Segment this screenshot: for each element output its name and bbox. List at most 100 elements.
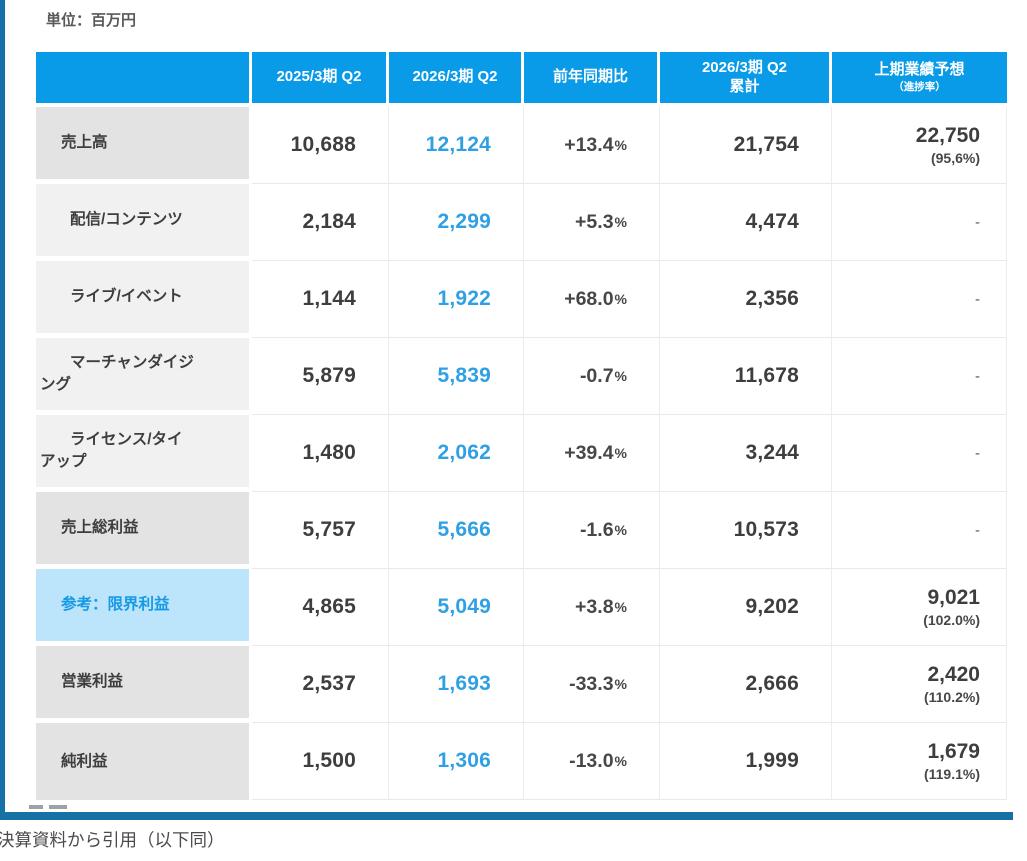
yoy-value: +39.4 [564,441,614,464]
value-prev-q2: 1,480 [252,415,389,492]
value-yoy: -13.0% [524,723,660,800]
percent-sign: % [614,368,627,384]
value-yoy: +68.0% [524,261,660,338]
yoy-value: -13.0 [569,749,614,772]
value-prev-q2: 2,537 [252,646,389,723]
value-prev-q2: 4,865 [252,569,389,646]
empty-dash: - [975,367,980,385]
percent-sign: % [614,214,627,230]
value-forecast: - [832,492,1007,569]
value-forecast: 1,679 (119.1%) [832,723,1007,800]
value-yoy: -1.6% [524,492,660,569]
yoy-value: +3.8 [575,595,614,618]
value-cumulative: 9,202 [660,569,832,646]
percent-sign: % [614,137,627,153]
row-label: 参考：限界利益 [36,569,252,646]
forecast-value: 2,420 [927,663,980,687]
value-cumulative: 4,474 [660,184,832,261]
forecast-progress-rate: (119.1%) [923,765,980,782]
value-forecast: 2,420 (110.2%) [832,646,1007,723]
percent-sign: % [614,599,627,615]
yoy-value: +68.0 [564,287,614,310]
value-curr-q2: 5,666 [389,492,524,569]
value-yoy: +5.3% [524,184,660,261]
row-label: マーチャンダイジ ング [36,338,252,415]
row-label-text: マーチャンダイジ ング [40,354,194,393]
row-label-text: 純利益 [61,752,108,770]
column-header-sublabel: （進捗率） [893,80,946,93]
forecast-progress-rate: (110.2%) [923,688,980,705]
row-label: ライセンス/タイ アップ [36,415,252,492]
value-yoy: +13.4% [524,107,660,184]
percent-sign: % [614,753,627,769]
value-curr-q2: 5,839 [389,338,524,415]
unit-label: 単位：百万円 [46,12,137,29]
row-label-text: 売上高 [61,134,108,152]
row-label-text: ライブ/イベント [70,288,183,306]
value-curr-q2: 1,922 [389,261,524,338]
value-forecast: - [832,261,1007,338]
row-label-text: 配信/コンテンツ [70,211,183,229]
value-prev-q2: 10,688 [252,107,389,184]
value-yoy: +3.8% [524,569,660,646]
forecast-progress-rate: (95,6%) [930,149,980,166]
value-yoy: +39.4% [524,415,660,492]
yoy-value: -0.7 [579,364,614,387]
row-label-text: 参考：限界利益 [61,596,170,614]
value-prev-q2: 1,144 [252,261,389,338]
value-curr-q2: 2,299 [389,184,524,261]
column-header: 2026/3期 Q2 累計 [660,52,832,107]
column-header-label: 2025/3期 Q2 [276,68,362,86]
yoy-value: -1.6 [579,518,614,541]
value-forecast: - [832,415,1007,492]
value-forecast: 22,750 (95,6%) [832,107,1007,184]
value-cumulative: 11,678 [660,338,832,415]
value-yoy: -33.3% [524,646,660,723]
results-table: 2025/3期 Q2 2026/3期 Q2 前年同期比 2026/3期 Q2 累計 上期… [36,52,1007,800]
column-header: 上期業績予想 （進捗率） [832,52,1007,107]
value-cumulative: 2,666 [660,646,832,723]
percent-sign: % [614,291,627,307]
row-label-text: 売上総利益 [61,519,139,537]
row-label-text: ライセンス/タイ アップ [40,431,183,470]
forecast-progress-rate: (102.0%) [923,611,980,628]
value-curr-q2: 1,306 [389,723,524,800]
source-caption: 決算資料から引用（以下同） [0,830,225,850]
slide-frame-left-border [0,0,5,820]
value-cumulative: 3,244 [660,415,832,492]
row-label: 純利益 [36,723,252,800]
yoy-value: +5.3 [575,210,614,233]
empty-dash: - [975,213,980,231]
column-header: 2025/3期 Q2 [252,52,389,107]
slide-frame-bottom-border [0,812,1013,820]
row-label: 売上高 [36,107,252,184]
empty-dash: - [975,290,980,308]
column-header: 前年同期比 [524,52,660,107]
value-cumulative: 1,999 [660,723,832,800]
row-label-text: 営業利益 [61,673,124,691]
value-yoy: -0.7% [524,338,660,415]
row-label: 配信/コンテンツ [36,184,252,261]
forecast-value: 22,750 [915,124,980,148]
empty-dash: - [975,521,980,539]
value-cumulative: 2,356 [660,261,832,338]
percent-sign: % [614,445,627,461]
column-header-label: 2026/3期 Q2 [412,68,498,86]
column-header-label: 前年同期比 [552,68,628,86]
column-header-label: 上期業績予想 [874,61,965,79]
value-forecast: - [832,184,1007,261]
column-header: 2026/3期 Q2 [389,52,524,107]
value-prev-q2: 2,184 [252,184,389,261]
value-curr-q2: 1,693 [389,646,524,723]
row-label: ライブ/イベント [36,261,252,338]
clipped-text-fragment [29,805,81,809]
value-forecast: 9,021 (102.0%) [832,569,1007,646]
value-curr-q2: 12,124 [389,107,524,184]
empty-dash: - [975,444,980,462]
yoy-value: -33.3 [569,672,614,695]
column-header [36,52,252,107]
forecast-value: 1,679 [927,740,980,764]
value-cumulative: 21,754 [660,107,832,184]
percent-sign: % [614,676,627,692]
